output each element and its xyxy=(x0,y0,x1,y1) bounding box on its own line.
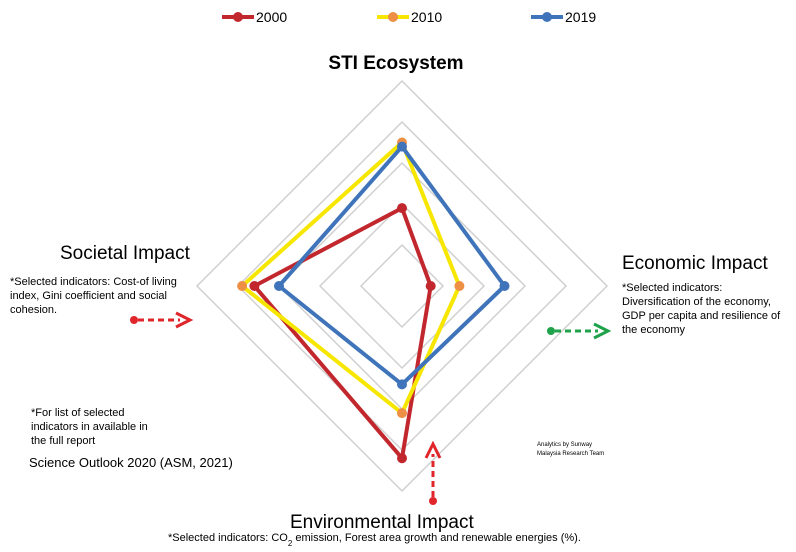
economic-impact-label: Economic Impact xyxy=(622,253,768,274)
point-2000-sti-ecosystem xyxy=(397,203,407,214)
point-2010-environmental-impact xyxy=(397,408,407,419)
environmental-arrow xyxy=(424,440,442,505)
legend-label-2010: 2010 xyxy=(411,9,442,25)
economic-note-line: Diversification of the economy, xyxy=(622,296,771,308)
report-note-line: indicators in available in xyxy=(31,421,148,433)
point-2019-societal-impact xyxy=(274,281,284,291)
point-2019-economic-impact xyxy=(499,281,510,291)
societal-note: *Selected indicators: Cost-of living ind… xyxy=(10,276,177,316)
environmental-impact-label: Environmental Impact xyxy=(290,512,474,533)
economic-arrow-head xyxy=(593,322,612,340)
legend-marker-2010 xyxy=(388,12,398,22)
legend-marker-2000 xyxy=(233,12,243,22)
point-2010-societal-impact xyxy=(237,281,248,291)
societal-impact-label: Societal Impact xyxy=(60,243,191,264)
point-2000-societal-impact xyxy=(249,281,260,291)
economic-arrow-dot xyxy=(547,327,555,335)
economic-note-line: *Selected indicators: xyxy=(622,282,722,294)
grid-ring xyxy=(236,120,568,452)
grid-ring xyxy=(195,79,609,493)
economic-note: *Selected indicators: Diversification of… xyxy=(622,282,781,336)
environmental-note: *Selected indicators: CO2 emission, Fore… xyxy=(168,532,581,548)
environmental-arrow-head xyxy=(424,440,442,459)
point-2019-sti-ecosystem xyxy=(397,141,407,152)
economic-arrow xyxy=(547,322,612,340)
societal-note-line: index, Gini coefficient and social xyxy=(10,290,167,302)
legend: 2000 2010 2019 xyxy=(222,9,596,25)
point-2000-environmental-impact xyxy=(397,453,407,464)
economic-note-line: GDP per capita and resilience of xyxy=(622,310,781,322)
series-line-2000 xyxy=(252,206,433,461)
societal-note-line: *Selected indicators: Cost-of living xyxy=(10,276,177,288)
legend-label-2019: 2019 xyxy=(565,9,596,25)
series-2019 xyxy=(274,141,510,390)
grid-ring xyxy=(359,243,445,329)
societal-arrow xyxy=(130,311,194,329)
report-note-line: *For list of selected xyxy=(31,407,125,419)
credit-line: Malaysia Research Team xyxy=(537,451,604,457)
societal-arrow-head xyxy=(175,311,194,329)
point-2010-economic-impact xyxy=(454,281,465,291)
source-note: Science Outlook 2020 (ASM, 2021) xyxy=(29,455,233,470)
grid-ring xyxy=(277,161,527,411)
point-2019-environmental-impact xyxy=(397,379,407,390)
economic-note-line: the economy xyxy=(622,324,685,336)
environmental-arrow-dot xyxy=(429,497,437,505)
legend-marker-2019 xyxy=(542,12,552,22)
point-2000-economic-impact xyxy=(425,281,436,291)
grid-ring xyxy=(318,202,486,370)
report-note-line: the full report xyxy=(31,435,95,447)
societal-arrow-dot xyxy=(130,316,138,324)
report-note: *For list of selected indicators in avai… xyxy=(31,407,148,447)
societal-note-line: cohesion. xyxy=(10,304,57,316)
chart-title: STI Ecosystem xyxy=(328,53,463,74)
series-2000 xyxy=(249,203,436,464)
series-line-2019 xyxy=(277,144,507,387)
legend-label-2000: 2000 xyxy=(256,9,287,25)
credit-line: Analytics by Sunway xyxy=(537,442,592,448)
